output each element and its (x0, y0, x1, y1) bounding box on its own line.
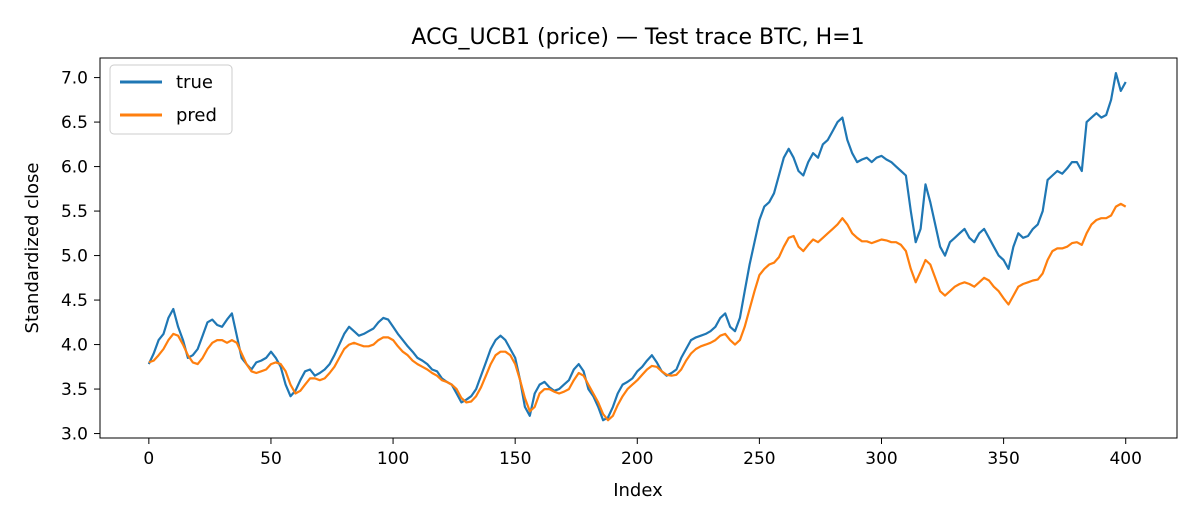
x-tick-label: 250 (743, 449, 775, 469)
y-tick-label: 5.0 (61, 247, 88, 267)
legend-label-pred: pred (176, 105, 217, 126)
y-tick-label: 4.0 (61, 336, 88, 356)
y-tick-label: 3.5 (61, 380, 88, 400)
x-tick-label: 400 (1109, 449, 1141, 469)
x-tick-label: 150 (499, 449, 531, 469)
plot-frame (99, 57, 1178, 439)
series-line-pred (148, 202, 1127, 422)
y-tick-label: 5.5 (61, 202, 88, 222)
y-tick-label: 6.0 (61, 158, 88, 178)
chart-title: ACG_UCB1 (price) — Test trace BTC, H=1 (411, 25, 864, 50)
y-tick-label: 7.0 (61, 69, 88, 89)
y-tick-label: 4.5 (61, 291, 88, 311)
y-axis-label: Standardized close (22, 163, 43, 334)
legend: true pred (109, 64, 233, 135)
x-tick-label: 200 (621, 449, 653, 469)
x-tick-label: 300 (865, 449, 897, 469)
legend-label-true: true (176, 72, 213, 93)
series-layer (147, 72, 1127, 422)
x-tick-label: 100 (377, 449, 409, 469)
series-line-true (147, 72, 1127, 422)
x-axis: 0 50 100 150 200 250 300 350 400 (143, 438, 1142, 469)
x-axis-label: Index (613, 480, 663, 501)
x-tick-label: 0 (143, 449, 154, 469)
plot-area (99, 57, 1178, 439)
plot-background (100, 58, 1177, 438)
x-tick-label: 350 (987, 449, 1019, 469)
y-tick-label: 6.5 (61, 113, 88, 133)
x-tick-label: 50 (260, 449, 282, 469)
y-axis: 3.0 3.5 4.0 4.5 5.0 5.5 6.0 6.5 7.0 (61, 69, 100, 445)
y-tick-label: 3.0 (61, 425, 88, 445)
